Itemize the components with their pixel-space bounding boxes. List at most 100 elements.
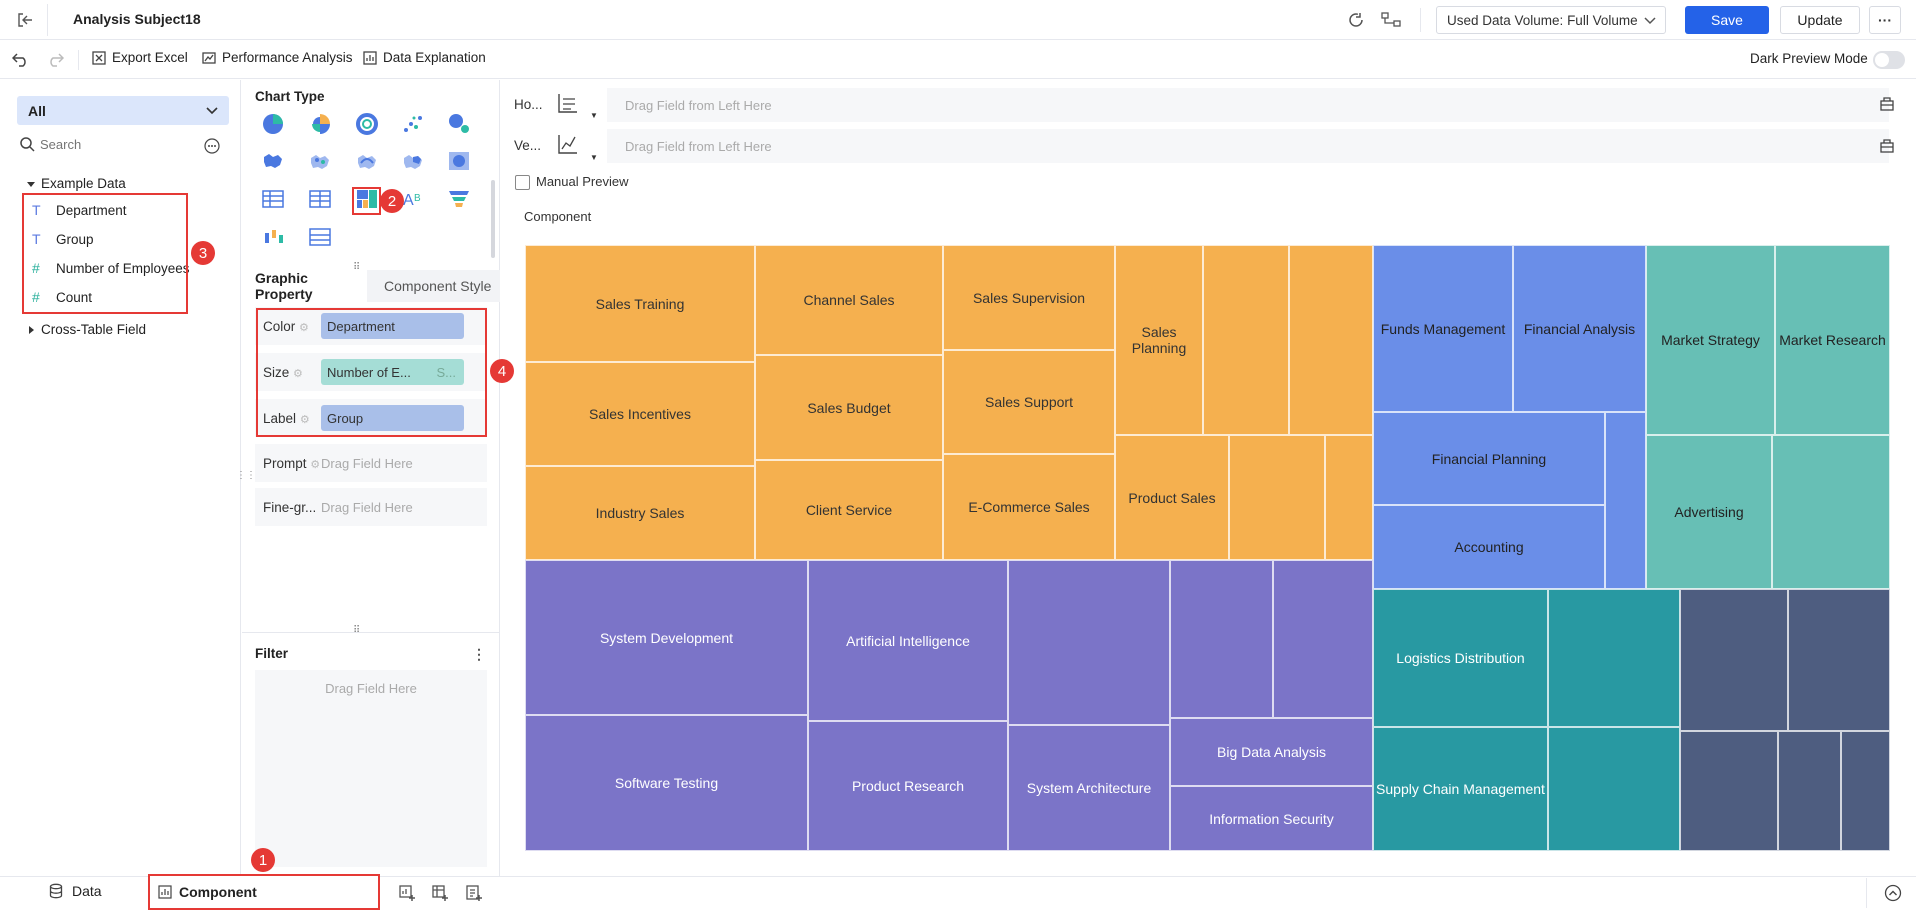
treemap-cell[interactable]: Logistics Distribution: [1373, 589, 1548, 727]
field-item-group[interactable]: T Group: [32, 231, 94, 247]
treemap-cell[interactable]: Financial Analysis: [1513, 245, 1646, 412]
tab-graphic-property[interactable]: Graphic Property: [242, 270, 367, 302]
treemap-cell[interactable]: Accounting: [1373, 505, 1605, 589]
vertical-axis-drop-zone[interactable]: Drag Field from Left Here: [607, 129, 1889, 163]
rose-chart-icon[interactable]: [307, 111, 333, 137]
treemap-cell[interactable]: Funds Management: [1373, 245, 1513, 412]
treemap-cell[interactable]: [1778, 731, 1841, 851]
search-input[interactable]: [40, 134, 190, 154]
drag-handle-icon[interactable]: ⠿: [353, 625, 362, 636]
hierarchy-icon[interactable]: [1380, 10, 1402, 30]
treemap-cell[interactable]: Information Security: [1170, 786, 1373, 851]
manual-preview-checkbox[interactable]: [515, 175, 530, 190]
flow-map-icon[interactable]: [354, 148, 380, 174]
field-item-count[interactable]: # Count: [32, 289, 92, 305]
axis-settings-icon[interactable]: [1879, 96, 1895, 112]
funnel-chart-icon[interactable]: [446, 186, 472, 212]
treemap-cell[interactable]: Product Research: [808, 721, 1008, 851]
color-field-pill[interactable]: Department: [321, 313, 464, 339]
treemap-cell[interactable]: Sales Budget: [755, 355, 943, 460]
performance-analysis-button[interactable]: Performance Analysis: [202, 50, 353, 65]
data-volume-select[interactable]: Used Data Volume: Full Volume: [1436, 6, 1666, 34]
folder-cross-table-field[interactable]: Cross-Table Field: [27, 322, 146, 337]
candlestick-chart-icon[interactable]: [260, 224, 286, 250]
caret-down-icon[interactable]: ▼: [590, 111, 598, 120]
treemap-cell[interactable]: Sales Planning: [1115, 245, 1203, 435]
add-component-icon[interactable]: [398, 884, 416, 902]
cross-table-icon[interactable]: [260, 186, 286, 212]
treemap-cell[interactable]: [1325, 435, 1373, 560]
data-tab[interactable]: Data: [48, 883, 102, 899]
treemap-cell[interactable]: [1229, 435, 1325, 560]
filter-drop-zone[interactable]: Drag Field Here: [255, 670, 487, 867]
treemap-cell[interactable]: Artificial Intelligence: [808, 560, 1008, 721]
drag-handle-icon[interactable]: ⠿: [353, 262, 362, 273]
add-report-icon[interactable]: [465, 884, 483, 902]
treemap-cell[interactable]: [1170, 560, 1273, 718]
scope-select[interactable]: All: [17, 96, 229, 125]
treemap-cell[interactable]: System Architecture: [1008, 725, 1170, 851]
treemap-cell[interactable]: Financial Planning: [1373, 412, 1605, 505]
field-item-department[interactable]: T Department: [32, 202, 127, 218]
treemap-cell[interactable]: Market Strategy: [1646, 245, 1775, 435]
point-map-icon[interactable]: [307, 148, 333, 174]
collapse-up-icon[interactable]: [1884, 884, 1902, 902]
settings-icon[interactable]: ⚙: [310, 458, 321, 471]
chart-type-scrollbar[interactable]: [491, 180, 495, 258]
treemap-cell[interactable]: [1548, 727, 1680, 851]
data-explanation-button[interactable]: Data Explanation: [363, 50, 486, 65]
exit-icon[interactable]: [14, 10, 36, 30]
treemap-cell[interactable]: [1548, 589, 1680, 727]
horizontal-axis-drop-zone[interactable]: Drag Field from Left Here: [607, 88, 1889, 122]
region-map-icon[interactable]: [400, 148, 426, 174]
map-chart-icon[interactable]: [260, 148, 286, 174]
settings-icon[interactable]: ⚙: [299, 413, 310, 426]
treemap-cell[interactable]: Sales Incentives: [525, 362, 755, 466]
undo-icon[interactable]: [12, 51, 30, 67]
treemap-cell[interactable]: Supply Chain Management: [1373, 727, 1548, 851]
treemap-cell[interactable]: [1289, 245, 1373, 435]
treemap-cell[interactable]: Client Service: [755, 460, 943, 560]
treemap-cell[interactable]: Channel Sales: [755, 245, 943, 355]
treemap-cell[interactable]: [1772, 435, 1890, 589]
update-button[interactable]: Update: [1780, 6, 1860, 34]
size-aggregation[interactable]: S...: [436, 364, 456, 380]
folder-example-data[interactable]: Example Data: [27, 176, 126, 191]
treemap-cell[interactable]: E-Commerce Sales: [943, 454, 1115, 560]
treemap-cell[interactable]: Market Research: [1775, 245, 1890, 435]
treemap-cell[interactable]: [1008, 560, 1170, 725]
treemap-cell[interactable]: [1605, 412, 1646, 589]
settings-icon[interactable]: ⚙: [293, 367, 303, 380]
resize-handle-icon[interactable]: ⋮⋮: [236, 470, 256, 481]
redo-icon[interactable]: [46, 51, 64, 67]
treemap-cell[interactable]: Sales Support: [943, 350, 1115, 454]
treemap-cell[interactable]: Sales Training: [525, 245, 755, 362]
treemap-cell[interactable]: Software Testing: [525, 715, 808, 851]
frame-table-icon[interactable]: [307, 224, 333, 250]
treemap-cell[interactable]: Big Data Analysis: [1170, 718, 1373, 786]
tab-component-style[interactable]: Component Style: [367, 270, 500, 302]
treemap-chart-icon[interactable]: [354, 186, 380, 212]
detail-table-icon[interactable]: [307, 186, 333, 212]
axis-settings-icon[interactable]: [1879, 138, 1895, 154]
field-item-number-of-employees[interactable]: # Number of Employees: [32, 260, 190, 276]
dark-preview-toggle[interactable]: [1873, 51, 1905, 69]
treemap-cell[interactable]: [1680, 589, 1788, 731]
treemap-cell[interactable]: Industry Sales: [525, 466, 755, 560]
refresh-icon[interactable]: [1346, 10, 1366, 30]
export-excel-button[interactable]: Export Excel: [92, 50, 188, 65]
property-fine-grained[interactable]: Fine-gr... Drag Field Here: [255, 488, 487, 526]
treemap-cell[interactable]: Advertising: [1646, 435, 1772, 589]
component-tab[interactable]: Component: [148, 874, 380, 910]
horizontal-axis-icon[interactable]: [556, 92, 584, 116]
treemap-cell[interactable]: [1788, 589, 1890, 731]
donut-chart-icon[interactable]: [354, 111, 380, 137]
label-field-pill[interactable]: Group: [321, 405, 464, 431]
heat-map-icon[interactable]: [446, 148, 472, 174]
property-prompt[interactable]: Prompt ⚙ Drag Field Here: [255, 444, 487, 482]
treemap-cell[interactable]: Sales Supervision: [943, 245, 1115, 350]
pie-chart-icon[interactable]: [260, 111, 286, 137]
treemap-cell[interactable]: [1203, 245, 1289, 435]
settings-icon[interactable]: ⚙: [299, 321, 309, 334]
